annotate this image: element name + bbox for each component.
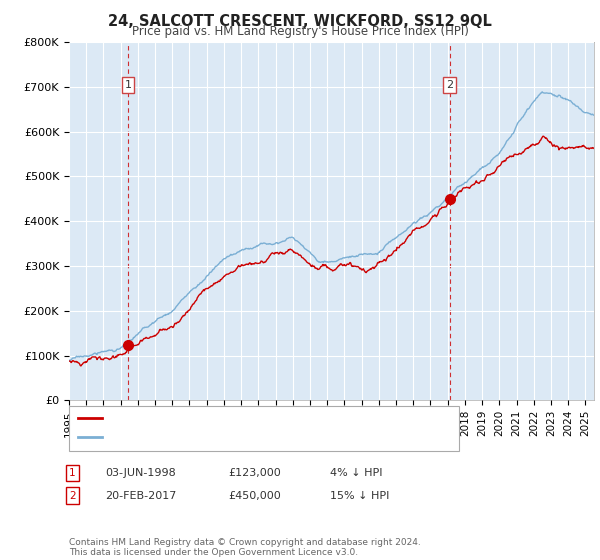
Text: £123,000: £123,000: [228, 468, 281, 478]
Text: 2: 2: [69, 491, 76, 501]
Text: 03-JUN-1998: 03-JUN-1998: [105, 468, 176, 478]
Text: 4% ↓ HPI: 4% ↓ HPI: [330, 468, 383, 478]
Text: Contains HM Land Registry data © Crown copyright and database right 2024.
This d: Contains HM Land Registry data © Crown c…: [69, 538, 421, 557]
Text: 1: 1: [124, 80, 131, 90]
Text: 24, SALCOTT CRESCENT, WICKFORD, SS12 9QL: 24, SALCOTT CRESCENT, WICKFORD, SS12 9QL: [108, 14, 492, 29]
Text: 20-FEB-2017: 20-FEB-2017: [105, 491, 176, 501]
Text: Price paid vs. HM Land Registry's House Price Index (HPI): Price paid vs. HM Land Registry's House …: [131, 25, 469, 38]
Text: 24, SALCOTT CRESCENT, WICKFORD, SS12 9QL (detached house): 24, SALCOTT CRESCENT, WICKFORD, SS12 9QL…: [108, 414, 449, 424]
Text: 2: 2: [446, 80, 454, 90]
Text: HPI: Average price, detached house, Basildon: HPI: Average price, detached house, Basi…: [108, 432, 346, 442]
Text: 15% ↓ HPI: 15% ↓ HPI: [330, 491, 389, 501]
Text: 1: 1: [69, 468, 76, 478]
Text: £450,000: £450,000: [228, 491, 281, 501]
